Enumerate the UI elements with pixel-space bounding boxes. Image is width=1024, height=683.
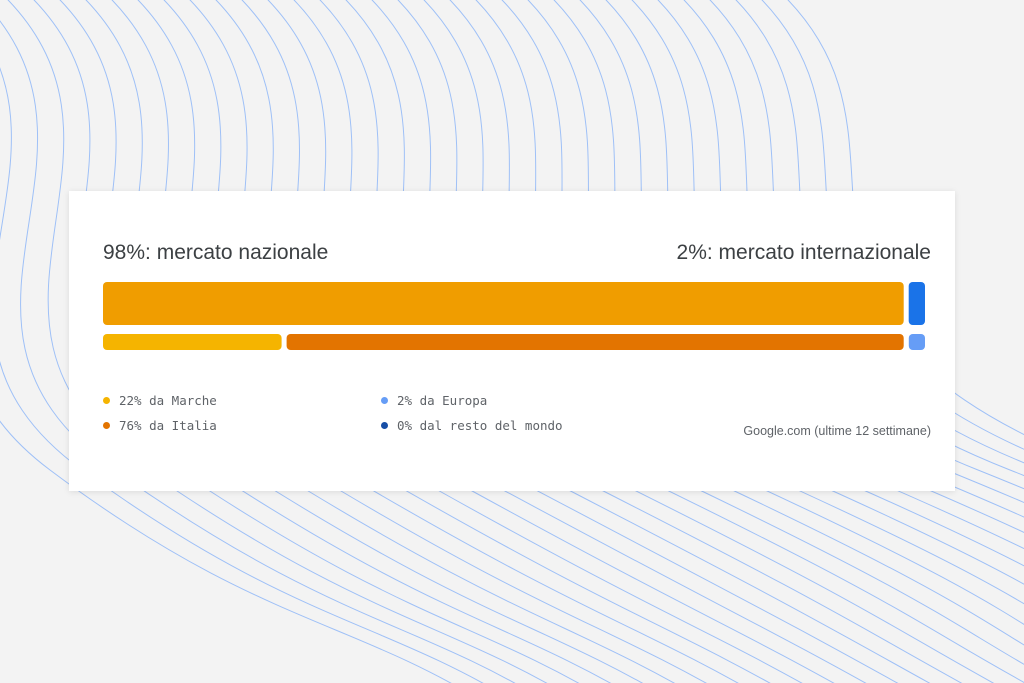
- international-market-title: 2%: mercato internazionale: [676, 241, 931, 264]
- legend-item-italia: 76% da Italia: [103, 418, 217, 433]
- legend-dot-europa: [381, 397, 388, 404]
- legend-dot-resto-mondo: [381, 422, 388, 429]
- legend-item-europa: 2% da Europa: [381, 393, 487, 408]
- bar-subsegment-da-Italia: [286, 334, 904, 350]
- legend-label-italia: 76% da Italia: [119, 418, 217, 433]
- background-wave-line: [787, 0, 1024, 435]
- bar-segment-mercato-nazionale: [103, 282, 904, 325]
- bar-segment-mercato-internazionale: [908, 282, 925, 325]
- legend-label-europa: 2% da Europa: [397, 393, 488, 408]
- bar-subsegment-da-Europa: [908, 334, 925, 350]
- bar-subsegment-da-Marche: [103, 334, 282, 350]
- source-note: Google.com (ultime 12 settimane): [743, 424, 931, 438]
- legend-dot-marche: [103, 397, 110, 404]
- background-wave-line: [709, 0, 1024, 477]
- legend-item-resto-mondo: 0% dal resto del mondo: [381, 418, 563, 433]
- chart-card: 98%: mercato nazionale 2%: mercato inter…: [69, 191, 955, 491]
- background-wave-line: [0, 420, 452, 683]
- national-market-title: 98%: mercato nazionale: [103, 241, 329, 264]
- stacked-bars: [103, 282, 925, 350]
- legend-label-marche: 22% da Marche: [119, 393, 217, 408]
- legend-label-resto-mondo: 0% dal resto del mondo: [397, 418, 563, 433]
- background-wave-line: [735, 0, 1024, 464]
- legend-item-marche: 22% da Marche: [103, 393, 217, 408]
- legend-dot-italia: [103, 422, 110, 429]
- background-wave-line: [761, 0, 1024, 450]
- legend: 22% da Marche 76% da Italia 2% da Europa…: [103, 393, 703, 453]
- chart-header: 98%: mercato nazionale 2%: mercato inter…: [103, 241, 931, 269]
- background-wave-line: [0, 67, 484, 683]
